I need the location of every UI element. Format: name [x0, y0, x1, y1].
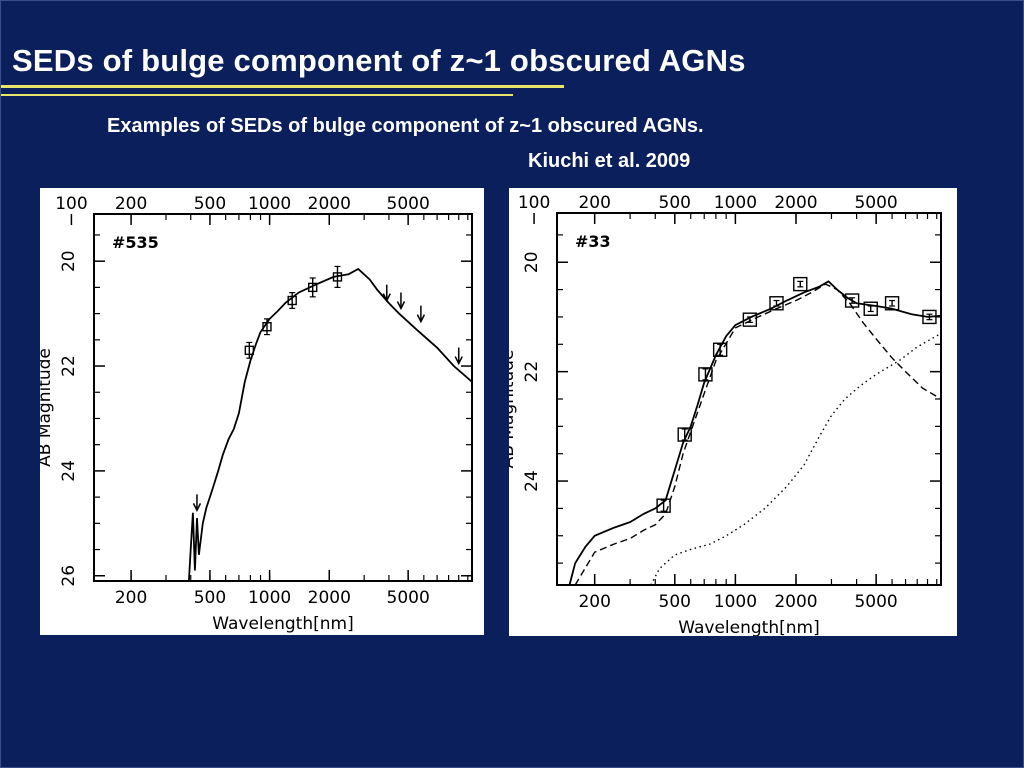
- chart1-ylabel: AB Magnitude: [509, 350, 518, 469]
- chart0-series-solid-line: [187, 267, 472, 581]
- chart0-ytick-label: 24: [59, 460, 79, 482]
- slide-title: SEDs of bulge component of z~1 obscured …: [12, 43, 746, 78]
- chart0-upper-limit-arrowhead: [396, 301, 406, 311]
- chart0-upper-limit-arrowhead: [192, 503, 202, 513]
- chart1-xlabel: Wavelength[nm]: [678, 618, 819, 636]
- chart0-xtick-label-top: 500: [194, 194, 226, 214]
- chart1-ytick-label: 20: [522, 251, 542, 273]
- chart1-photometry-point: [656, 498, 671, 513]
- chart0-ytick-label: 26: [59, 565, 79, 587]
- chart1-series-dashed-line: [574, 283, 941, 585]
- chart1-series-solid-line: [568, 280, 941, 585]
- chart1-plot: 200 500 1000 2000 5000 100 200 500 1000 2000 5000 2…: [498, 193, 942, 638]
- chart0-xtick-label-bottom: 500: [194, 588, 226, 608]
- chart1-ytick-label: 24: [522, 470, 542, 492]
- chart1-xtick-label-bottom: 1000: [714, 592, 757, 612]
- sed-panel-33: 200 500 1000 2000 5000 100 200 500 1000 2000 5000 2…: [498, 188, 957, 638]
- chart0-xtick-label-top: 5000: [387, 194, 430, 214]
- chart1-series-dotted-line: [650, 332, 941, 585]
- chart1-photometry-point: [698, 367, 713, 382]
- chart0-xlabel: Wavelength[nm]: [212, 614, 353, 634]
- sed-chart-33: 200 500 1000 2000 5000 100 200 500 1000 2000 5000 2…: [498, 193, 942, 638]
- sed-chart-535: 200 500 1000 2000 5000 100 200 500 1000 2000 5000 2…: [35, 194, 473, 634]
- chart1-photometry-point: [677, 427, 692, 442]
- chart1-photometry-point: [793, 276, 808, 292]
- chart0-frame: [93, 213, 473, 582]
- chart1-xtick-label-top: 2000: [774, 193, 817, 213]
- title-underline-short: [1, 94, 513, 96]
- chart0-upper-limit-arrowhead: [416, 314, 426, 324]
- chart1-xtick-label-bottom: 2000: [774, 592, 817, 612]
- chart0-upper-limit-arrowhead: [382, 293, 391, 303]
- chart1-photometry-point: [769, 296, 784, 311]
- chart1-xtick-label-top: 100: [518, 193, 550, 213]
- chart1-photometry-point: [742, 312, 758, 327]
- chart1-photometry-point: [884, 296, 900, 311]
- chart0-photometry-point: [308, 282, 318, 293]
- chart0-xtick-label-top: 2000: [308, 194, 351, 214]
- chart0-xtick-label-top: 200: [115, 194, 147, 214]
- sed-panel-535: 200 500 1000 2000 5000 100 200 500 1000 2000 5000 2…: [35, 188, 484, 635]
- chart1-xtick-label-top: 1000: [714, 193, 757, 213]
- chart0-xtick-label-bottom: 200: [115, 588, 147, 608]
- chart0-photometry-point: [287, 295, 297, 306]
- chart1-xtick-label-top: 200: [578, 193, 610, 213]
- chart0-photometry-point: [262, 322, 272, 332]
- chart1-xtick-label-bottom: 5000: [854, 592, 897, 612]
- chart0-xtick-label-top: 1000: [248, 194, 291, 214]
- chart0-ytick-label: 20: [59, 250, 79, 272]
- chart0-panel-label: #535: [112, 233, 159, 252]
- chart0-plot: 200 500 1000 2000 5000 100 200 500 1000 2000 5000 2…: [35, 194, 473, 634]
- chart1-xtick-label-bottom: 200: [578, 592, 610, 612]
- chart1-xtick-label-bottom: 500: [659, 592, 691, 612]
- chart0-ylabel: AB Magnitude: [40, 348, 55, 467]
- citation: Kiuchi et al. 2009: [528, 150, 691, 172]
- chart0-xtick-label-top: 100: [55, 194, 87, 214]
- chart1-photometry-point: [844, 293, 860, 308]
- chart1-frame: [556, 212, 942, 586]
- chart0-photometry-point: [244, 345, 255, 356]
- chart0-ytick-label: 22: [59, 355, 79, 377]
- chart1-ytick-label: 22: [522, 361, 542, 383]
- chart0-xtick-label-bottom: 1000: [248, 588, 291, 608]
- chart1-photometry-point: [863, 301, 878, 316]
- chart0-upper-limit-arrowhead: [454, 356, 463, 366]
- chart1-xtick-label-top: 500: [659, 193, 691, 213]
- chart1-xtick-label-top: 5000: [854, 193, 897, 213]
- chart0-xtick-label-bottom: 2000: [308, 588, 351, 608]
- title-underline-long: [1, 85, 564, 88]
- chart1-photometry-point: [712, 342, 728, 357]
- slide-subtitle: Examples of SEDs of bulge component of z…: [107, 115, 704, 137]
- chart0-xtick-label-bottom: 5000: [387, 588, 430, 608]
- chart1-panel-label: #33: [575, 232, 611, 251]
- chart1-photometry-point: [922, 309, 937, 325]
- chart0-photometry-point: [332, 272, 343, 282]
